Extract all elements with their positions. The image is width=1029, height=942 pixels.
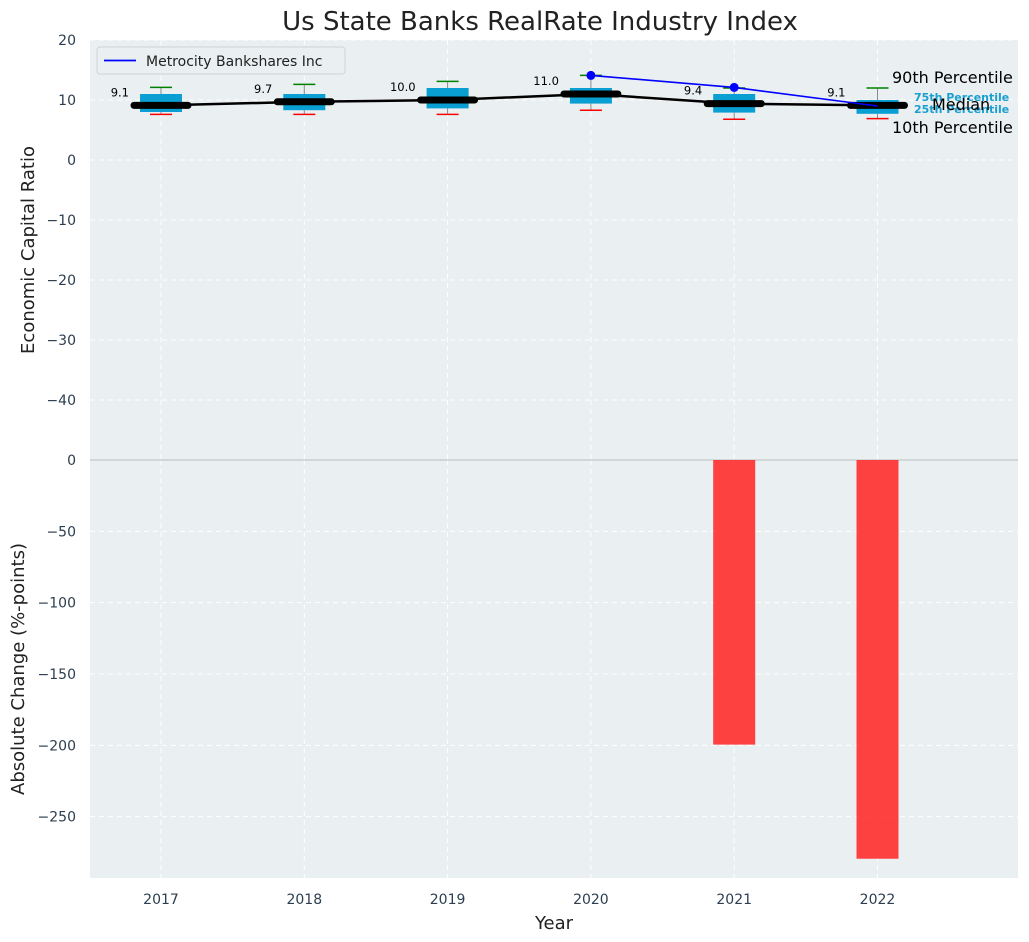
bottom-y-tick-label: −100 [38,596,76,612]
median-line-group [160,92,878,107]
x-axis-label: Year [534,913,574,934]
bottom-grid [90,459,1018,878]
legend-label: Metrocity Bankshares Inc [146,54,322,70]
median-value-label: 9.4 [684,84,702,98]
legend: Metrocity Bankshares Inc [96,46,346,75]
bottom-panel: 0 −50 −100 −150 −200 −250 [38,453,1018,878]
bottom-y-tick-label: −250 [38,810,76,826]
top-grid [90,39,1018,460]
x-tick-label: 2018 [286,892,322,908]
change-bar [713,460,756,745]
chart-title: Us State Banks RealRate Industry Index [282,7,798,37]
bottom-y-ticks: 0 −50 −100 −150 −200 −250 [38,453,76,826]
x-tick-label: 2019 [430,892,466,908]
bottom-y-tick-label: −200 [38,738,76,754]
median-value-label: 9.7 [254,82,272,96]
company-point [586,70,596,80]
median-trend-line [160,92,878,107]
top-panel: 20 10 0 −10 −20 −30 −40 9.1 9.7 10.0 11.0 9.4 9.1 7… [46,33,1018,460]
p10-annotation: 10th Percentile [892,118,1013,137]
x-tick-label: 2020 [573,892,609,908]
top-y-ticks: 20 10 0 −10 −20 −30 −40 [46,33,76,409]
median-labels: 9.1 9.7 10.0 11.0 9.4 9.1 [111,74,846,99]
x-tick-label: 2017 [143,892,179,908]
top-y-tick-label: −10 [46,213,76,229]
median-annotation: Median [932,95,990,114]
median-value-label: 9.1 [827,85,845,99]
top-y-tick-label: 20 [58,33,76,49]
top-y-tick-label: 0 [67,153,76,169]
median-value-label: 10.0 [390,80,416,94]
bottom-y-tick-label: 0 [67,453,76,469]
top-y-tick-label: 10 [58,93,76,109]
p25-annotation: 25th Percentile [914,103,1009,116]
bottom-y-tick-label: −50 [46,524,76,540]
median-value-label: 9.1 [111,85,129,99]
median-value-label: 11.0 [533,74,559,88]
p75-annotation: 75th Percentile [914,91,1009,104]
x-tick-label: 2022 [860,892,896,908]
x-ticks: 2017 2018 2019 2020 2021 2022 [143,892,895,908]
company-series [586,70,878,107]
legend-box [96,46,346,75]
x-tick-label: 2021 [716,892,752,908]
bottom-y-tick-label: −150 [38,667,76,683]
change-bar [856,460,899,859]
top-y-axis-label: Economic Capital Ratio [18,146,39,354]
change-bars [713,460,899,859]
top-y-tick-label: −40 [46,393,76,409]
company-point [729,82,739,92]
bottom-y-axis-label: Absolute Change (%-points) [8,543,29,795]
top-y-tick-label: −30 [46,333,76,349]
top-y-tick-label: −20 [46,273,76,289]
p90-annotation: 90th Percentile [892,68,1013,87]
